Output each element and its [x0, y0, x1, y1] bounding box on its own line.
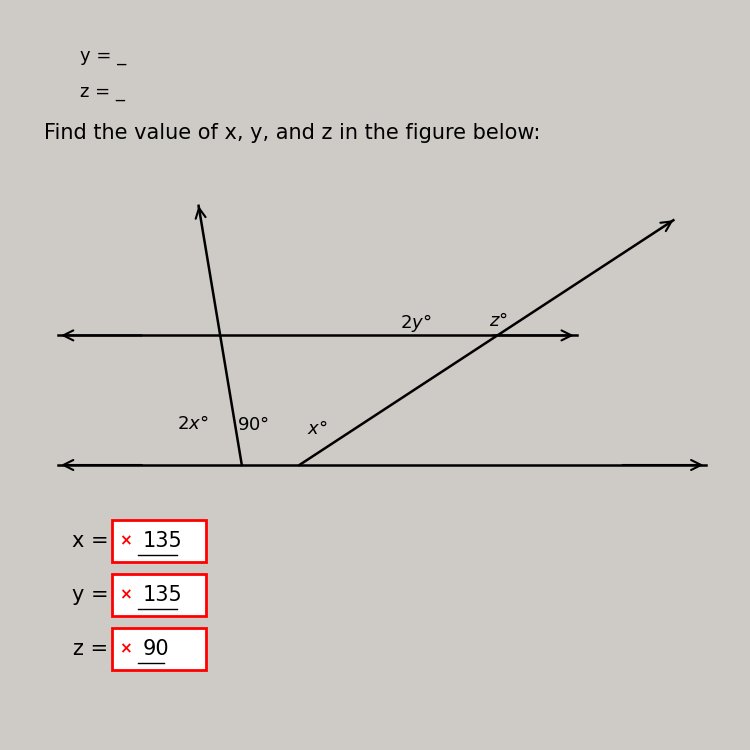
- Text: 90: 90: [142, 638, 169, 658]
- Text: y = _: y = _: [80, 47, 126, 65]
- Text: z =: z =: [74, 638, 109, 658]
- Text: y =: y =: [72, 584, 109, 604]
- FancyBboxPatch shape: [112, 628, 206, 670]
- Text: ×: ×: [119, 641, 132, 656]
- FancyBboxPatch shape: [112, 520, 206, 562]
- Text: Find the value of x, y, and z in the figure below:: Find the value of x, y, and z in the fig…: [44, 123, 540, 143]
- FancyBboxPatch shape: [112, 574, 206, 616]
- Text: $x°$: $x°$: [307, 420, 327, 438]
- Text: x =: x =: [72, 530, 109, 550]
- Text: 135: 135: [142, 530, 182, 550]
- Text: $z°$: $z°$: [489, 312, 508, 330]
- Text: $90°$: $90°$: [237, 416, 269, 434]
- Text: ×: ×: [119, 587, 132, 602]
- Text: $2x°$: $2x°$: [177, 415, 209, 433]
- Text: 135: 135: [142, 584, 182, 604]
- Text: z = _: z = _: [80, 83, 124, 101]
- Text: ×: ×: [119, 533, 132, 548]
- Text: $2y°$: $2y°$: [400, 312, 432, 334]
